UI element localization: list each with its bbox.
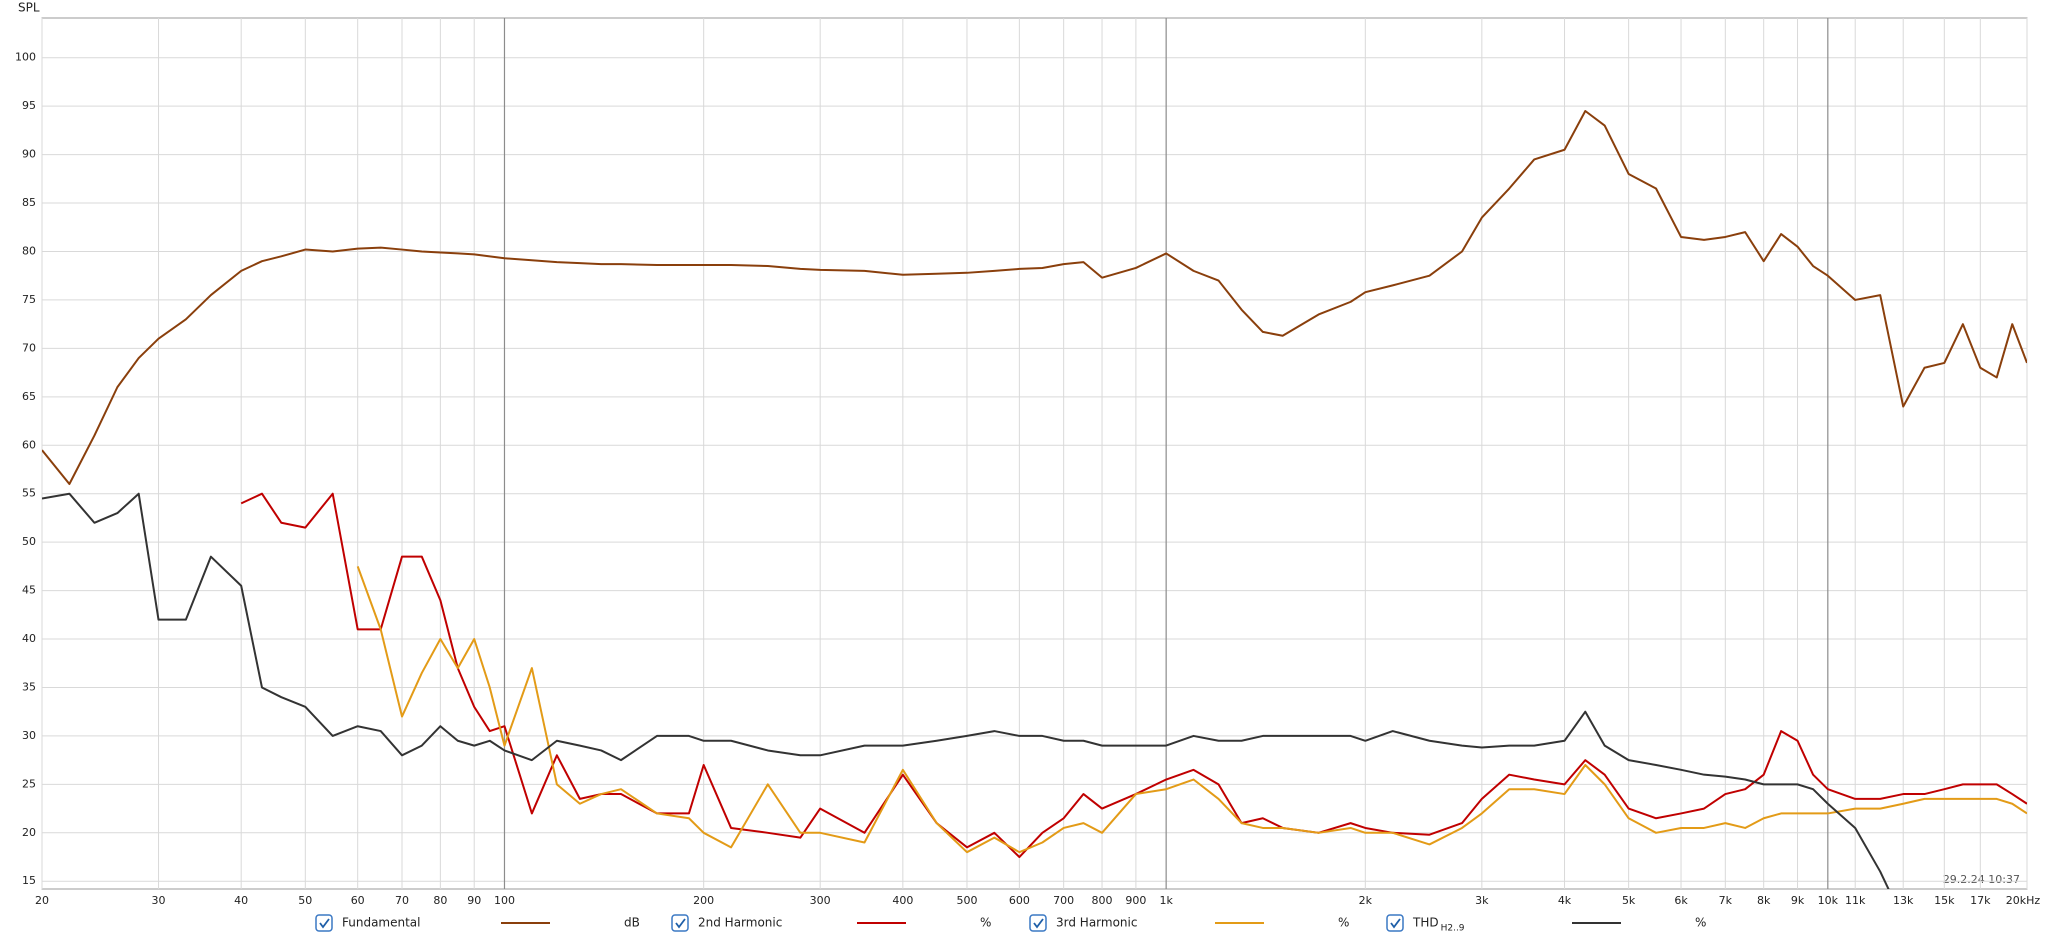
series-line — [240, 492, 2027, 859]
x-tick-label: 900 — [1125, 894, 1146, 907]
y-tick-label: 95 — [22, 99, 36, 112]
x-tick-label: 300 — [810, 894, 831, 907]
x-tick-label: 8k — [1757, 894, 1771, 907]
y-axis-label: SPL — [18, 1, 40, 15]
x-tick-label: 70 — [395, 894, 409, 907]
y-tick-label: 30 — [22, 729, 36, 742]
y-tick-label: 75 — [22, 293, 36, 306]
y-tick-label: 45 — [22, 584, 36, 597]
lines — [42, 110, 2027, 889]
legend-label: 2nd Harmonic — [698, 916, 782, 930]
legend-checkbox[interactable] — [1386, 914, 1404, 932]
legend-subscript: H2..9 — [1441, 924, 1465, 934]
x-tick-label: 4k — [1558, 894, 1572, 907]
legend-item[interactable]: Fundamental dB — [315, 914, 640, 932]
x-tick-label: 100 — [494, 894, 515, 907]
y-tick-label: 100 — [15, 51, 36, 64]
legend-checkmark — [1033, 918, 1044, 929]
legend-item[interactable]: 2nd Harmonic% — [671, 914, 991, 932]
x-tick-label: 6k — [1674, 894, 1688, 907]
y-tick-label: 70 — [22, 341, 36, 354]
series-line — [42, 492, 1890, 889]
legend-checkbox[interactable] — [1029, 914, 1047, 932]
x-tick-label: 11k — [1845, 894, 1866, 907]
legend-checkmark — [1390, 918, 1401, 929]
x-tick-label: 500 — [956, 894, 977, 907]
y-tick-label: 80 — [22, 244, 36, 257]
x-tick-label: 800 — [1092, 894, 1113, 907]
legend-checkmark — [319, 918, 330, 929]
plot-area — [41, 17, 2028, 890]
y-tick-label: 55 — [22, 487, 36, 500]
y-tick-label: 85 — [22, 196, 36, 209]
x-tick-label: 400 — [892, 894, 913, 907]
legend-unit: dB — [624, 916, 640, 930]
x-tick-label: 80 — [433, 894, 447, 907]
x-tick-label: 40 — [234, 894, 248, 907]
x-tick-label: 50 — [298, 894, 312, 907]
legend-label: THD — [1412, 916, 1439, 930]
x-tick-label: 13k — [1893, 894, 1914, 907]
x-tick-label: 15k — [1934, 894, 1955, 907]
legend-unit: % — [1338, 916, 1349, 930]
x-tick-label: 9k — [1791, 894, 1805, 907]
legend-item[interactable]: 3rd Harmonic% — [1029, 914, 1349, 932]
y-tick-label: 50 — [22, 535, 36, 548]
y-tick-label: 60 — [22, 438, 36, 451]
y-tick-label: 15 — [22, 874, 36, 887]
legend-checkbox[interactable] — [671, 914, 689, 932]
x-tick-label: 17k — [1970, 894, 1991, 907]
x-tick-label: 3k — [1475, 894, 1489, 907]
legend-label: Fundamental — [342, 916, 421, 930]
x-tick-label: 60 — [351, 894, 365, 907]
x-tick-label: 700 — [1053, 894, 1074, 907]
legend-checkbox[interactable] — [315, 914, 333, 932]
x-tick-label: 200 — [693, 894, 714, 907]
legend-checkmark — [675, 918, 686, 929]
legend-item[interactable]: THD H2..9% — [1386, 914, 1706, 934]
y-tick-label: 35 — [22, 680, 36, 693]
x-tick-label: 30 — [152, 894, 166, 907]
x-tick-label: 2k — [1359, 894, 1373, 907]
y-tick-label: 25 — [22, 777, 36, 790]
legend: Fundamental dB 2nd Harmonic% 3rd Harmonic% T… — [315, 914, 1706, 934]
x-tick-label: 20kHz — [2006, 894, 2041, 907]
y-tick-label: 20 — [22, 826, 36, 839]
y-tick-label: 40 — [22, 632, 36, 645]
series-line — [356, 566, 2027, 854]
legend-unit: % — [980, 916, 991, 930]
grid — [41, 18, 2028, 889]
y-tick-label: 90 — [22, 148, 36, 161]
legend-label: 3rd Harmonic — [1056, 916, 1137, 930]
legend-unit: % — [1695, 916, 1706, 930]
x-tick-label: 7k — [1719, 894, 1733, 907]
x-tick-label: 20 — [35, 894, 49, 907]
x-tick-label: 10k — [1818, 894, 1839, 907]
timestamp: 29.2.24 10:37 — [1943, 873, 2020, 886]
x-tick-label: 1k — [1159, 894, 1173, 907]
x-tick-label: 600 — [1009, 894, 1030, 907]
y-tick-label: 65 — [22, 390, 36, 403]
series-line — [42, 110, 2027, 486]
x-tick-label: 5k — [1622, 894, 1636, 907]
labels: 15 20 25 30 35 40 45 50 55 60 65 70 75 80 85 90 95 100 20 3… — [15, 51, 2040, 907]
x-tick-label: 90 — [467, 894, 481, 907]
